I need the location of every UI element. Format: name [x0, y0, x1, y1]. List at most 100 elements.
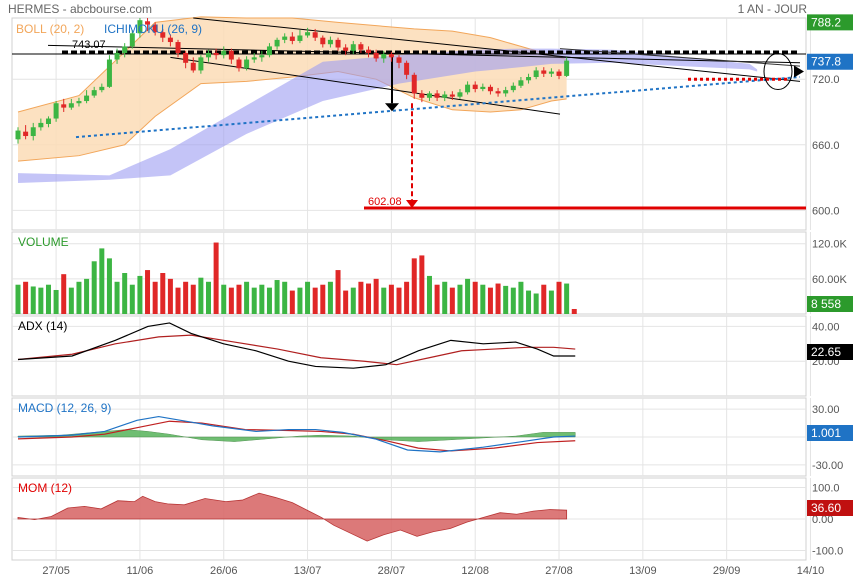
candle-body	[373, 52, 379, 59]
volume-bar	[228, 287, 234, 314]
candle-body	[487, 86, 493, 92]
candle-body	[167, 37, 173, 43]
candle	[106, 55, 112, 88]
candle-body	[518, 80, 524, 86]
panel-frame-price	[11, 17, 807, 231]
y-tick-label: -100.0	[812, 546, 843, 558]
candle	[206, 49, 211, 62]
volume-bar	[350, 287, 356, 314]
y-tick-label: 720.0	[812, 74, 840, 86]
candle-body	[396, 57, 402, 63]
candle	[366, 46, 372, 58]
candle-body	[76, 101, 82, 104]
volume-bar	[45, 284, 51, 314]
candle-body	[228, 50, 234, 60]
mom-last-label: 36.60	[811, 501, 841, 515]
candle-body	[434, 93, 440, 98]
volume-bar	[343, 290, 349, 314]
volume-bar	[68, 287, 74, 314]
channel-bottom-line	[170, 56, 561, 115]
candle	[465, 81, 471, 95]
volume-bar	[244, 281, 250, 314]
volume-bar	[320, 284, 326, 314]
candle-body	[129, 33, 135, 47]
candle	[297, 30, 303, 44]
volume-bar	[160, 273, 166, 314]
y-tick-label: 120.0K	[812, 239, 848, 251]
volume-bar	[503, 285, 509, 314]
candle	[541, 67, 547, 78]
momentum-area	[17, 492, 568, 542]
volume-bar	[305, 281, 311, 314]
candle	[449, 91, 455, 100]
candle	[510, 82, 516, 93]
bollinger-upper-line	[17, 16, 567, 113]
target-value-label: 602.08	[368, 196, 402, 208]
volume-bar	[442, 281, 448, 314]
period-label: 1 AN - JOUR	[737, 2, 807, 16]
candle	[183, 50, 189, 69]
adx-di-line	[17, 334, 576, 366]
candle	[533, 67, 539, 80]
candle-body	[510, 85, 516, 91]
volume-bar	[236, 284, 242, 314]
candle-body	[45, 118, 51, 124]
volume-bar	[518, 281, 524, 314]
candle	[190, 57, 196, 73]
candle-body	[335, 39, 341, 48]
candle-body	[266, 46, 272, 56]
mom-title: MOM (12)	[18, 481, 72, 495]
candle	[526, 73, 532, 84]
volume-bar	[274, 280, 280, 314]
x-tick-label: 13/09	[629, 565, 657, 577]
candle-body	[343, 47, 349, 51]
candle	[84, 90, 90, 104]
candle-body	[411, 74, 417, 94]
volume-bar	[137, 275, 143, 314]
volume-bar	[510, 287, 516, 314]
volume-bar	[30, 286, 36, 314]
candle	[419, 90, 425, 103]
candle	[472, 81, 478, 93]
y-tick-label: 100.0	[812, 482, 840, 494]
candle-body	[122, 46, 128, 53]
candle-body	[251, 57, 257, 60]
channel-top-line	[47, 44, 801, 64]
candle-body	[61, 104, 67, 108]
x-tick-label: 12/08	[461, 565, 489, 577]
volume-bar	[289, 290, 295, 314]
candle	[426, 91, 432, 102]
candle	[152, 22, 158, 36]
volume-bar	[251, 287, 257, 314]
candle-body	[206, 52, 211, 58]
volume-bar	[396, 287, 402, 314]
volume-bar	[122, 273, 128, 314]
highlight-circle	[763, 53, 793, 91]
marker-value-label-bg	[807, 14, 853, 31]
candle-body	[190, 62, 196, 71]
volume-bar	[221, 284, 227, 314]
candle-body	[350, 44, 356, 51]
volume-bar	[548, 290, 554, 314]
volume-bar	[190, 284, 196, 314]
macd-signal-line	[17, 420, 576, 452]
candle	[274, 37, 280, 50]
volume-bar	[259, 284, 265, 314]
chart-title: HERMES - abcbourse.com	[8, 2, 153, 16]
volume-bar	[457, 284, 463, 314]
x-tick-label: 11/06	[127, 565, 154, 577]
candle	[350, 40, 356, 55]
volume-bar	[297, 287, 303, 314]
x-tick-label: 27/08	[545, 565, 573, 577]
macd-last-label-bg	[807, 425, 853, 441]
volume-bar	[381, 287, 387, 314]
candle-body	[91, 90, 97, 96]
x-tick-label: 14/10	[797, 565, 825, 577]
volume-bar	[449, 287, 455, 314]
volume-bar	[76, 281, 82, 314]
y-tick-label: 660.0	[812, 140, 840, 152]
ichimoku-cloud	[18, 48, 758, 184]
volume-bar	[366, 283, 372, 314]
candle-body	[320, 37, 326, 45]
